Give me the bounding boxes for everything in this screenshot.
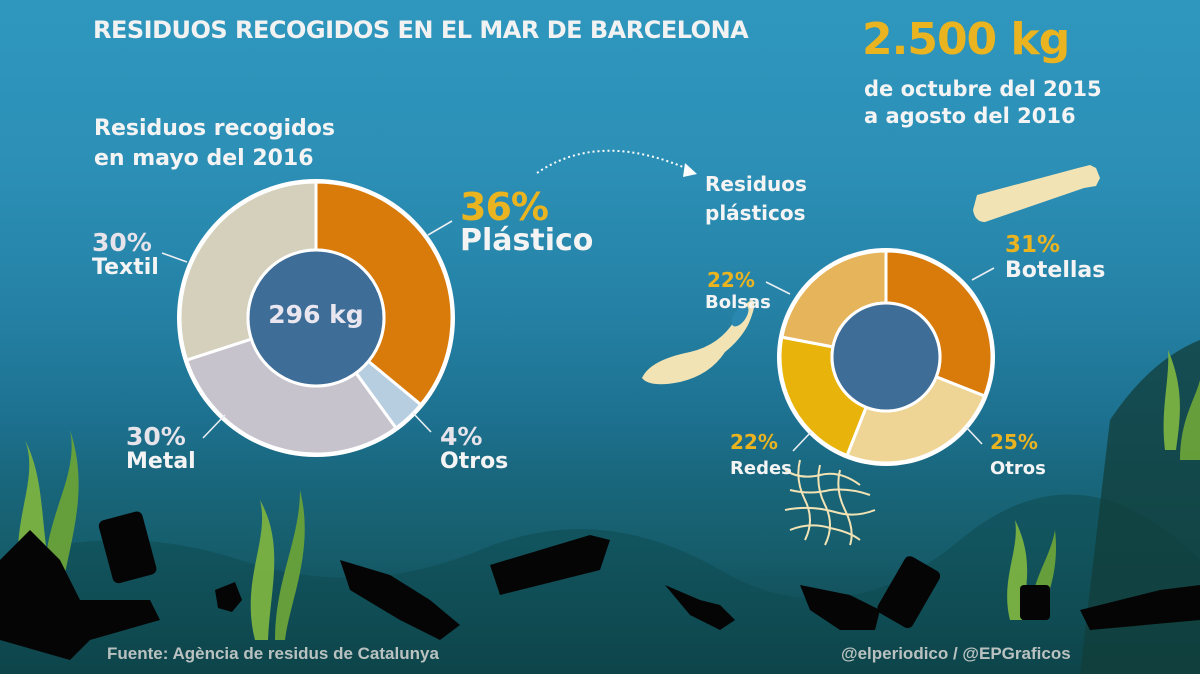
bottle-silhouettes (0, 511, 1200, 660)
fishing-net-icon (784, 459, 876, 546)
label-otros-left: 4% Otros (440, 422, 508, 474)
label-textil-name: Textil (92, 255, 159, 280)
label-otros-right: 25% Otros (990, 430, 1046, 479)
arrow-head-icon (683, 163, 697, 177)
label-otros-right-name: Otros (990, 458, 1046, 479)
label-botellas-name: Botellas (1005, 258, 1106, 283)
left-subtitle-line2: en mayo del 2016 (94, 146, 314, 171)
right-chart-subtitle: Residuos plásticos (705, 170, 807, 228)
source-note: Fuente: Agència de residus de Catalunya (107, 644, 439, 663)
label-bolsas-name: Bolsas (705, 292, 771, 313)
total-period-line1: de octubre del 2015 (864, 77, 1102, 101)
total-weight-value: 2.500 kg (862, 14, 1070, 65)
label-redes-name: Redes (730, 458, 792, 479)
label-plastico-name: Plástico (460, 223, 594, 258)
label-metal-pct: 30% (126, 422, 186, 451)
label-bolsas-pct: 22% (707, 268, 755, 292)
label-plastico: 36% Plástico (460, 185, 593, 258)
label-textil: 30% Textil (92, 228, 159, 280)
total-period: de octubre del 2015 a agosto del 2016 (864, 76, 1102, 130)
label-otros-left-name: Otros (440, 449, 509, 474)
label-bolsas: 22% Bolsas (705, 268, 771, 313)
right-donut-center-disc (830, 301, 942, 413)
label-textil-pct: 30% (92, 228, 152, 257)
label-metal: 30% Metal (126, 422, 196, 474)
label-redes: 22% Redes (730, 430, 792, 479)
label-otros-right-pct: 25% (990, 430, 1038, 454)
page-title: RESIDUOS RECOGIDOS EN EL MAR DE BARCELON… (93, 16, 749, 44)
right-subtitle-line2: plásticos (705, 201, 806, 225)
credit-note: @elperiodico / @EPGraficos (841, 644, 1071, 663)
label-botellas: 31% Botellas (1005, 232, 1105, 283)
plastic-bottle-icon (973, 165, 1100, 222)
left-chart-subtitle: Residuos recogidos en mayo del 2016 (94, 114, 335, 174)
label-botellas-pct: 31% (1005, 232, 1061, 258)
left-chart-center-label: 296 kg (268, 300, 364, 329)
label-metal-name: Metal (126, 449, 196, 474)
plastic-bag-icon (642, 300, 755, 385)
label-otros-left-pct: 4% (440, 422, 483, 451)
right-subtitle-line1: Residuos (705, 172, 807, 196)
label-plastico-pct: 36% (460, 185, 549, 229)
total-period-line2: a agosto del 2016 (864, 104, 1076, 128)
label-redes-pct: 22% (730, 430, 778, 454)
left-donut-center-disc (246, 248, 386, 388)
left-subtitle-line1: Residuos recogidos (94, 116, 335, 141)
